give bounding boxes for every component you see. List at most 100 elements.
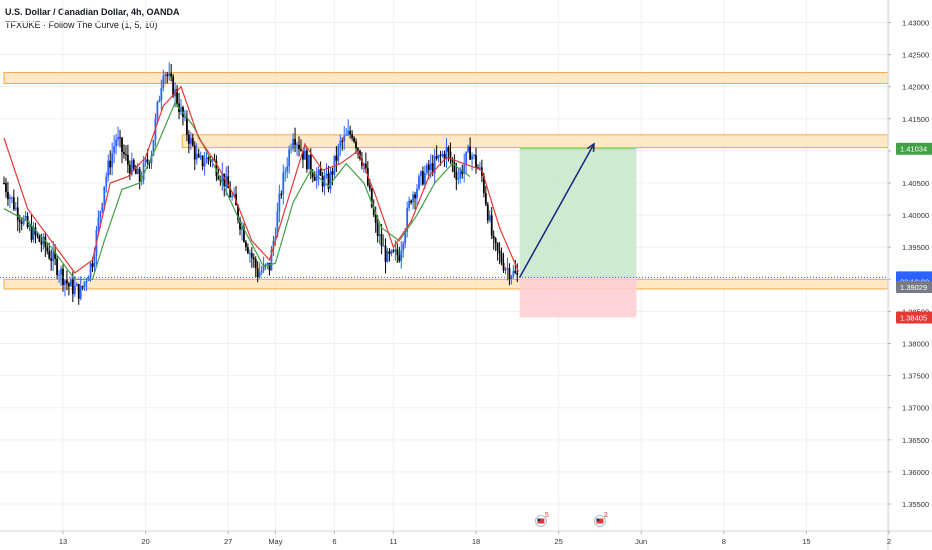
candle-bullish	[437, 154, 440, 159]
candle-bearish	[127, 154, 129, 165]
candle-bullish	[241, 227, 243, 230]
candle-bearish	[40, 241, 43, 245]
candle-bullish	[105, 176, 108, 187]
time-tick-label: 2	[887, 537, 891, 546]
candle-bullish	[390, 250, 393, 254]
price-zone	[3, 278, 889, 290]
candle-bullish	[465, 151, 468, 165]
support-resistance-zones[interactable]	[3, 72, 889, 290]
candle-bullish	[164, 74, 167, 76]
candle-bullish	[479, 167, 481, 169]
candle-bullish	[504, 269, 507, 271]
candle-bullish	[471, 155, 473, 160]
candlestick-series	[3, 62, 519, 305]
event-count: 2	[604, 512, 608, 519]
price-badge-label: 1.38405	[900, 314, 927, 323]
candle-bearish	[302, 150, 304, 160]
candle-bearish	[229, 188, 232, 198]
candle-bullish	[258, 272, 261, 278]
candle-bullish	[445, 147, 448, 160]
ma-slow-line	[3, 101, 471, 280]
price-tick-label: 1.38000	[902, 340, 929, 349]
candle-bullish	[156, 101, 159, 119]
candle-bearish	[482, 175, 485, 194]
candle-bullish	[296, 144, 298, 146]
candle-bearish	[227, 176, 230, 189]
candle-bullish	[85, 280, 88, 282]
candle-bullish	[115, 139, 117, 147]
candle-bullish	[416, 188, 418, 199]
candle-bullish	[211, 159, 214, 161]
time-axis[interactable]: 13 20 27 May 6 11 18 25 Jun 8 15 2	[0, 530, 932, 546]
candle-bearish	[91, 263, 94, 268]
candle-bearish	[414, 194, 416, 199]
price-axis[interactable]: 1.430001.425001.420001.415001.410001.405…	[887, 0, 932, 550]
candle-bullish	[231, 195, 234, 198]
candle-bearish	[364, 163, 367, 169]
candle-bearish	[431, 163, 434, 174]
candle-bullish	[512, 270, 515, 277]
price-tick-label: 1.42500	[902, 51, 929, 60]
candle-bullish	[347, 130, 350, 135]
candle-bearish	[36, 234, 39, 236]
flag-stripe	[537, 518, 545, 524]
candle-bullish	[284, 171, 287, 173]
candle-bullish	[425, 164, 428, 174]
long-position-tool[interactable]	[519, 148, 637, 318]
candle-bullish	[150, 155, 153, 164]
candle-bearish	[50, 258, 53, 261]
candle-bearish	[443, 153, 446, 160]
candle-bearish	[20, 221, 23, 224]
price-tick-label: 1.39500	[902, 243, 929, 252]
candle-bullish	[345, 134, 348, 136]
time-tick-label: 15	[802, 537, 810, 546]
candle-bullish	[270, 249, 273, 271]
candle-bullish	[93, 256, 96, 268]
candle-bearish	[331, 171, 334, 175]
ma-fast-line	[3, 85, 520, 274]
candle-bearish	[3, 182, 5, 184]
price-tick-label: 1.42000	[902, 83, 929, 92]
candle-bullish	[386, 251, 389, 262]
candle-bearish	[44, 236, 47, 248]
candle-bearish	[243, 227, 245, 242]
candle-bullish	[75, 284, 78, 287]
candle-bullish	[58, 274, 60, 276]
candle-bullish	[199, 155, 202, 158]
projection-arrow[interactable]	[519, 142, 595, 278]
candle-bullish	[315, 175, 318, 181]
flag-canton	[537, 518, 541, 521]
candle-bearish	[298, 144, 300, 150]
candle-bearish	[46, 247, 49, 252]
candle-bearish	[280, 193, 283, 195]
candle-bullish	[510, 276, 513, 279]
candle-bearish	[245, 241, 247, 248]
candle-bearish	[193, 145, 196, 160]
candle-bearish	[172, 76, 175, 97]
candle-bullish	[184, 116, 186, 118]
candle-bearish	[477, 167, 479, 169]
candle-bullish	[168, 73, 171, 77]
candle-bullish	[329, 171, 332, 189]
candle-bearish	[66, 280, 68, 284]
candle-bearish	[453, 162, 456, 172]
candle-bullish	[107, 160, 110, 177]
candle-bullish	[276, 211, 279, 237]
candle-bearish	[186, 116, 188, 135]
candle-bullish	[14, 207, 17, 210]
event-count: 5	[545, 512, 549, 519]
candle-bullish	[412, 194, 414, 203]
candle-bearish	[18, 219, 21, 222]
flag-canton	[596, 518, 600, 521]
candle-bullish	[97, 217, 100, 231]
candle-bearish	[125, 154, 127, 156]
candle-bullish	[378, 234, 381, 236]
candle-bearish	[305, 150, 308, 170]
candle-bearish	[237, 205, 239, 220]
candle-bearish	[62, 268, 64, 285]
price-tick-label: 1.36500	[902, 436, 929, 445]
candle-bullish	[459, 170, 462, 179]
candle-bearish	[494, 238, 497, 243]
